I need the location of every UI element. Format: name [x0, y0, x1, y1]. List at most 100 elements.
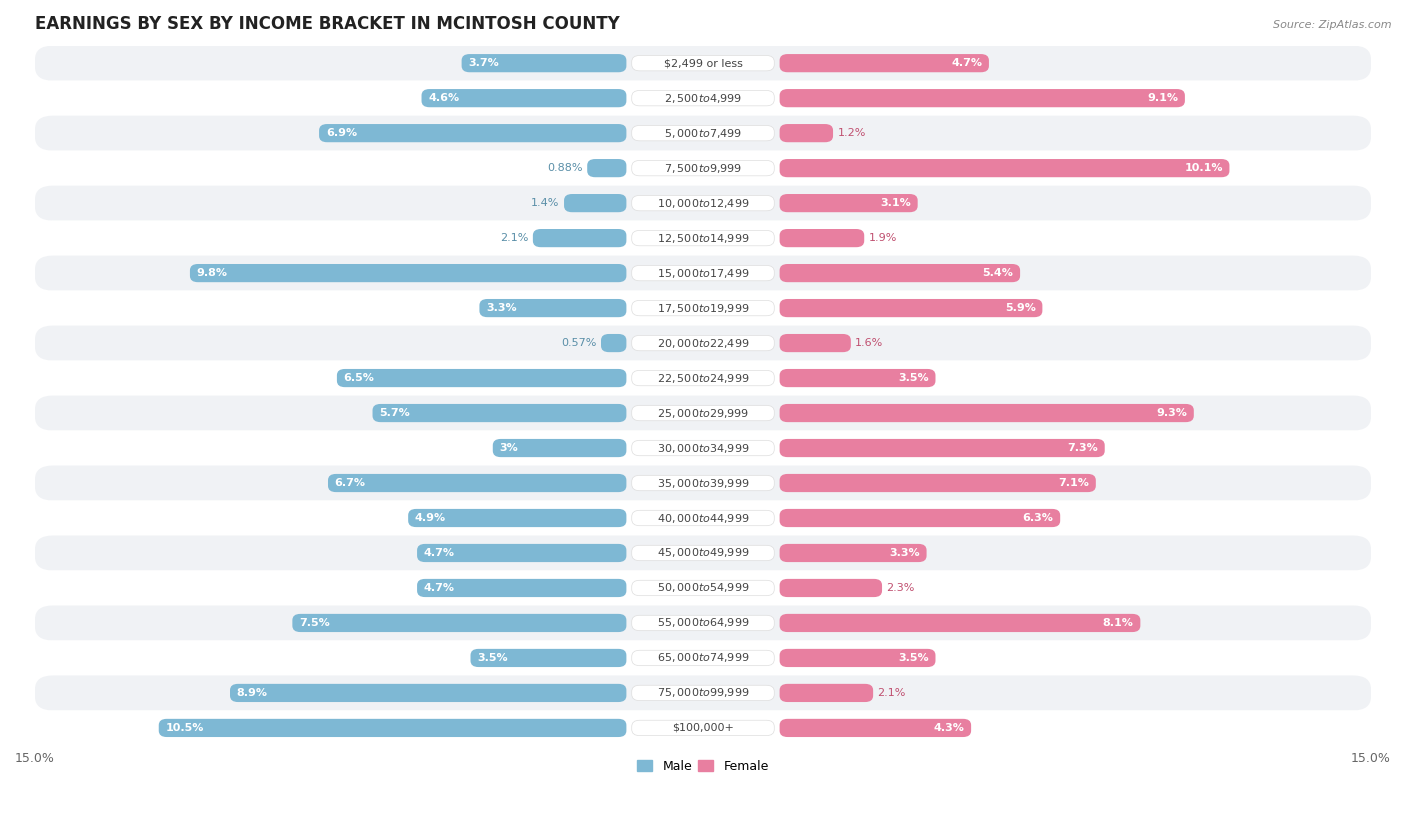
FancyBboxPatch shape [564, 194, 627, 212]
FancyBboxPatch shape [779, 194, 918, 212]
Text: 9.1%: 9.1% [1147, 93, 1178, 103]
FancyBboxPatch shape [631, 580, 775, 596]
Text: 6.5%: 6.5% [343, 373, 374, 383]
FancyBboxPatch shape [779, 439, 1105, 457]
Legend: Male, Female: Male, Female [633, 754, 773, 778]
FancyBboxPatch shape [373, 404, 627, 422]
Text: $2,500 to $4,999: $2,500 to $4,999 [664, 92, 742, 105]
FancyBboxPatch shape [631, 125, 775, 141]
FancyBboxPatch shape [337, 369, 627, 387]
FancyBboxPatch shape [35, 431, 1371, 466]
Text: 3.3%: 3.3% [486, 303, 517, 313]
FancyBboxPatch shape [533, 229, 627, 247]
Text: $50,000 to $54,999: $50,000 to $54,999 [657, 581, 749, 594]
Text: 1.9%: 1.9% [869, 233, 897, 243]
FancyBboxPatch shape [779, 229, 865, 247]
FancyBboxPatch shape [631, 265, 775, 280]
Text: $40,000 to $44,999: $40,000 to $44,999 [657, 511, 749, 524]
FancyBboxPatch shape [631, 160, 775, 176]
Text: $35,000 to $39,999: $35,000 to $39,999 [657, 476, 749, 489]
FancyBboxPatch shape [631, 55, 775, 71]
Text: $30,000 to $34,999: $30,000 to $34,999 [657, 441, 749, 454]
FancyBboxPatch shape [328, 474, 627, 492]
FancyBboxPatch shape [35, 325, 1371, 360]
FancyBboxPatch shape [190, 264, 627, 282]
Text: 1.2%: 1.2% [838, 128, 866, 138]
FancyBboxPatch shape [779, 544, 927, 562]
Text: $2,499 or less: $2,499 or less [664, 59, 742, 68]
FancyBboxPatch shape [479, 299, 627, 317]
FancyBboxPatch shape [631, 406, 775, 421]
FancyBboxPatch shape [35, 711, 1371, 746]
Text: 2.3%: 2.3% [887, 583, 915, 593]
Text: 8.1%: 8.1% [1102, 618, 1133, 628]
Text: 10.1%: 10.1% [1184, 163, 1223, 173]
FancyBboxPatch shape [779, 474, 1095, 492]
Text: 10.5%: 10.5% [166, 723, 204, 733]
Text: 4.7%: 4.7% [423, 548, 454, 558]
FancyBboxPatch shape [35, 606, 1371, 641]
FancyBboxPatch shape [35, 396, 1371, 431]
FancyBboxPatch shape [779, 264, 1021, 282]
Text: 2.1%: 2.1% [501, 233, 529, 243]
FancyBboxPatch shape [631, 90, 775, 106]
Text: $5,000 to $7,499: $5,000 to $7,499 [664, 127, 742, 140]
FancyBboxPatch shape [408, 509, 627, 527]
FancyBboxPatch shape [35, 676, 1371, 711]
FancyBboxPatch shape [35, 80, 1371, 115]
Text: 1.4%: 1.4% [531, 198, 560, 208]
Text: 1.6%: 1.6% [855, 338, 883, 348]
FancyBboxPatch shape [779, 299, 1042, 317]
FancyBboxPatch shape [422, 89, 627, 107]
FancyBboxPatch shape [159, 719, 627, 737]
Text: 4.7%: 4.7% [423, 583, 454, 593]
FancyBboxPatch shape [471, 649, 627, 667]
FancyBboxPatch shape [631, 441, 775, 456]
Text: 5.9%: 5.9% [1005, 303, 1036, 313]
Text: Source: ZipAtlas.com: Source: ZipAtlas.com [1274, 20, 1392, 30]
Text: 3.5%: 3.5% [898, 653, 929, 663]
Text: 7.3%: 7.3% [1067, 443, 1098, 453]
FancyBboxPatch shape [35, 255, 1371, 290]
FancyBboxPatch shape [35, 46, 1371, 80]
Text: 3.3%: 3.3% [889, 548, 920, 558]
Text: 0.57%: 0.57% [561, 338, 596, 348]
FancyBboxPatch shape [35, 571, 1371, 606]
Text: $25,000 to $29,999: $25,000 to $29,999 [657, 406, 749, 420]
FancyBboxPatch shape [631, 685, 775, 701]
FancyBboxPatch shape [35, 220, 1371, 255]
FancyBboxPatch shape [461, 54, 627, 72]
FancyBboxPatch shape [319, 124, 627, 142]
Text: 7.1%: 7.1% [1059, 478, 1090, 488]
Text: EARNINGS BY SEX BY INCOME BRACKET IN MCINTOSH COUNTY: EARNINGS BY SEX BY INCOME BRACKET IN MCI… [35, 15, 620, 33]
Text: 0.88%: 0.88% [547, 163, 582, 173]
Text: 9.3%: 9.3% [1156, 408, 1187, 418]
FancyBboxPatch shape [779, 684, 873, 702]
FancyBboxPatch shape [231, 684, 627, 702]
FancyBboxPatch shape [292, 614, 627, 632]
Text: $65,000 to $74,999: $65,000 to $74,999 [657, 651, 749, 664]
Text: 5.7%: 5.7% [380, 408, 411, 418]
Text: 6.9%: 6.9% [326, 128, 357, 138]
FancyBboxPatch shape [631, 615, 775, 631]
FancyBboxPatch shape [35, 185, 1371, 220]
FancyBboxPatch shape [492, 439, 627, 457]
FancyBboxPatch shape [35, 501, 1371, 536]
FancyBboxPatch shape [779, 579, 882, 597]
Text: $100,000+: $100,000+ [672, 723, 734, 733]
Text: 4.7%: 4.7% [952, 59, 983, 68]
Text: 2.1%: 2.1% [877, 688, 905, 698]
FancyBboxPatch shape [779, 649, 935, 667]
Text: 3%: 3% [499, 443, 519, 453]
FancyBboxPatch shape [35, 290, 1371, 325]
FancyBboxPatch shape [779, 334, 851, 352]
Text: 4.3%: 4.3% [934, 723, 965, 733]
FancyBboxPatch shape [779, 369, 935, 387]
Text: $55,000 to $64,999: $55,000 to $64,999 [657, 616, 749, 629]
FancyBboxPatch shape [418, 544, 627, 562]
FancyBboxPatch shape [35, 466, 1371, 501]
FancyBboxPatch shape [779, 54, 988, 72]
Text: $15,000 to $17,499: $15,000 to $17,499 [657, 267, 749, 280]
FancyBboxPatch shape [779, 89, 1185, 107]
Text: 3.7%: 3.7% [468, 59, 499, 68]
